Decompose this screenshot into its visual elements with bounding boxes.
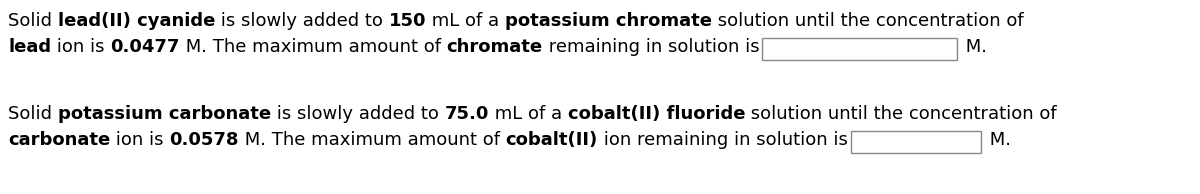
Text: ion is: ion is bbox=[110, 131, 169, 149]
Bar bbox=[762, 38, 958, 60]
Text: Solid: Solid bbox=[8, 105, 58, 123]
Text: mL of a: mL of a bbox=[488, 105, 568, 123]
Text: M.: M. bbox=[960, 38, 988, 56]
Text: carbonate: carbonate bbox=[8, 131, 110, 149]
Text: cobalt(II): cobalt(II) bbox=[505, 131, 598, 149]
Text: 0.0477: 0.0477 bbox=[110, 38, 180, 56]
Text: M.: M. bbox=[984, 131, 1010, 149]
Text: ion is: ion is bbox=[52, 38, 110, 56]
Text: solution until the concentration of: solution until the concentration of bbox=[745, 105, 1057, 123]
Text: Solid: Solid bbox=[8, 12, 58, 30]
Bar bbox=[851, 131, 980, 153]
Text: 0.0578: 0.0578 bbox=[169, 131, 239, 149]
Text: 150: 150 bbox=[389, 12, 426, 30]
Text: potassium chromate: potassium chromate bbox=[505, 12, 712, 30]
Text: cobalt(II) fluoride: cobalt(II) fluoride bbox=[568, 105, 745, 123]
Text: lead(II) cyanide: lead(II) cyanide bbox=[58, 12, 215, 30]
Text: M. The maximum amount of: M. The maximum amount of bbox=[239, 131, 505, 149]
Text: M. The maximum amount of: M. The maximum amount of bbox=[180, 38, 446, 56]
Text: remaining in solution is: remaining in solution is bbox=[542, 38, 760, 56]
Text: is slowly added to: is slowly added to bbox=[215, 12, 389, 30]
Text: potassium carbonate: potassium carbonate bbox=[58, 105, 271, 123]
Text: mL of a: mL of a bbox=[426, 12, 505, 30]
Text: ion remaining in solution is: ion remaining in solution is bbox=[598, 131, 848, 149]
Text: is slowly added to: is slowly added to bbox=[271, 105, 444, 123]
Text: chromate: chromate bbox=[446, 38, 542, 56]
Text: 75.0: 75.0 bbox=[444, 105, 488, 123]
Text: solution until the concentration of: solution until the concentration of bbox=[712, 12, 1024, 30]
Text: lead: lead bbox=[8, 38, 52, 56]
